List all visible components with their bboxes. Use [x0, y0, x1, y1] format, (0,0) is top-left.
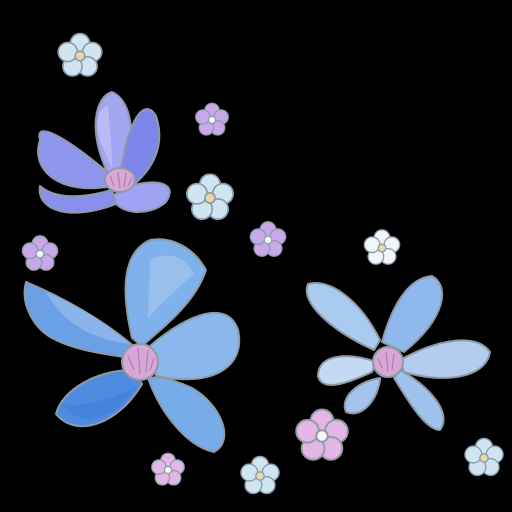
center-detail	[377, 351, 395, 373]
petal-highlight	[46, 292, 130, 344]
petal	[399, 339, 491, 379]
petal	[38, 185, 117, 214]
small-blossom	[295, 408, 349, 461]
small-blossom	[464, 437, 504, 477]
petal	[37, 130, 113, 190]
flower-center	[372, 346, 404, 378]
flower-center	[121, 343, 159, 381]
petal-shadow	[62, 388, 136, 419]
center-detail	[127, 347, 155, 375]
petal	[343, 377, 381, 415]
petal	[147, 376, 226, 453]
small-blossom	[363, 229, 401, 265]
petal	[381, 275, 444, 353]
petal	[149, 311, 241, 381]
small-blossom	[21, 235, 59, 271]
small-blossom	[249, 221, 287, 257]
small-blossom	[186, 173, 234, 221]
petal	[305, 282, 381, 351]
center-detail	[109, 171, 133, 189]
petal-highlight	[148, 255, 194, 318]
small-blossom	[57, 32, 103, 77]
pale-blue-flower	[305, 275, 491, 431]
small-blossom	[195, 102, 229, 136]
petal	[317, 355, 377, 386]
petal	[393, 369, 445, 431]
flower-center	[104, 167, 136, 193]
petal-highlight	[97, 106, 112, 168]
large-blue-flower	[23, 238, 241, 453]
petal	[119, 108, 161, 187]
periwinkle-flower	[37, 91, 171, 214]
small-blossom	[151, 452, 185, 486]
small-blossom	[240, 455, 280, 495]
